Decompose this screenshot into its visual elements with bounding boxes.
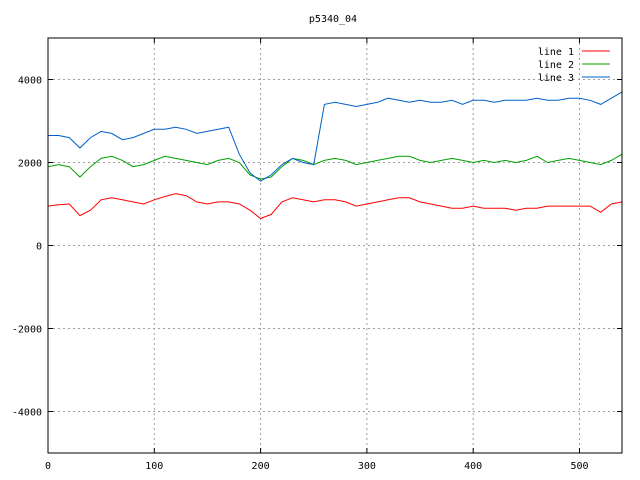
axis-ticks: 0 100 200 300 400 500 -4000 -2000 0 2000 4000 [12,38,622,472]
legend-label-2: line 2 [538,60,574,71]
x-tick-label: 200 [252,461,270,472]
y-tick-label: -4000 [12,408,42,419]
grid [48,38,622,453]
y-tick-label: -2000 [12,325,42,336]
series-line-1 [47,193,623,220]
series-line-2 [47,153,623,180]
legend: line 1 line 2 line 3 [538,47,610,84]
chart-title: p5340_04 [309,14,357,25]
x-tick-label: 100 [145,461,163,472]
y-tick-label: 2000 [18,159,42,170]
x-tick-label: 500 [570,461,588,472]
series-line-3 [48,91,623,182]
legend-label-3: line 3 [538,73,574,84]
y-tick-label: 0 [36,242,42,253]
series-lines [47,91,623,220]
y-tick-label: 4000 [18,76,42,87]
legend-label-1: line 1 [538,47,574,58]
x-tick-label: 0 [45,461,51,472]
x-tick-label: 300 [358,461,376,472]
x-tick-label: 400 [464,461,482,472]
